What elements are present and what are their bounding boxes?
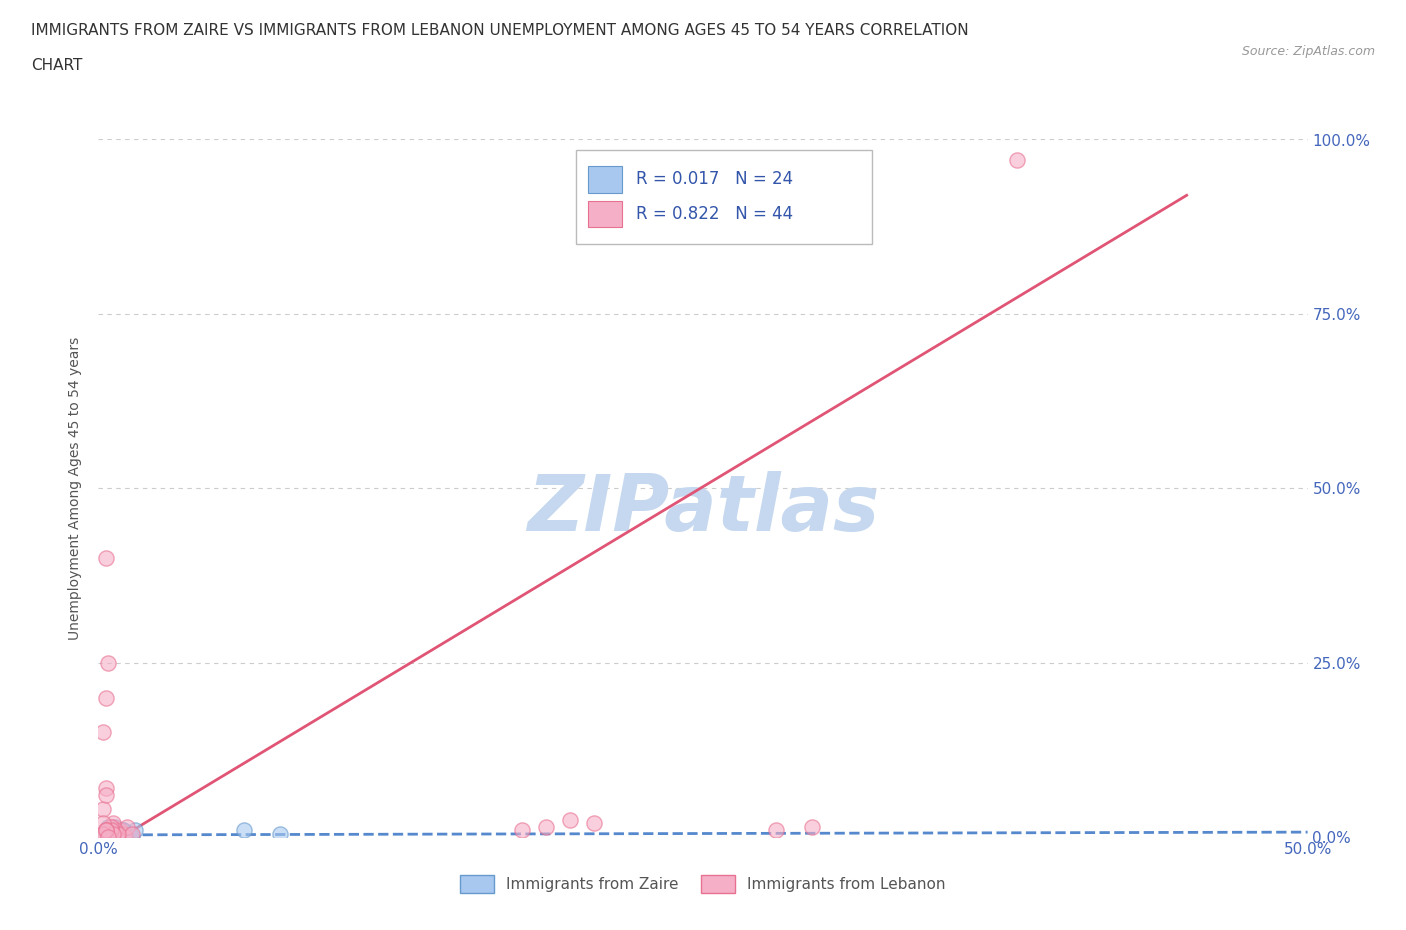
Point — [104, 830, 127, 844]
Point — [100, 823, 122, 838]
Point — [91, 830, 114, 844]
Point — [97, 656, 120, 671]
Point — [114, 830, 136, 844]
Point — [269, 826, 291, 841]
Point — [111, 823, 134, 838]
Point — [1007, 153, 1029, 168]
Point — [94, 788, 117, 803]
Point — [107, 830, 129, 844]
Point — [100, 819, 122, 834]
Point — [94, 823, 117, 838]
Point — [94, 826, 117, 841]
Legend: Immigrants from Zaire, Immigrants from Lebanon: Immigrants from Zaire, Immigrants from L… — [454, 870, 952, 899]
Text: R = 0.017   N = 24: R = 0.017 N = 24 — [637, 170, 793, 188]
Y-axis label: Unemployment Among Ages 45 to 54 years: Unemployment Among Ages 45 to 54 years — [69, 337, 83, 640]
Point — [100, 830, 122, 844]
Point — [101, 819, 124, 834]
Point — [510, 823, 533, 838]
Point — [100, 830, 122, 844]
Point — [118, 826, 141, 841]
Point — [94, 830, 117, 844]
Text: R = 0.822   N = 44: R = 0.822 N = 44 — [637, 206, 793, 223]
Point — [91, 816, 114, 830]
FancyBboxPatch shape — [588, 166, 621, 193]
Point — [124, 823, 146, 838]
Point — [94, 830, 117, 844]
Text: Source: ZipAtlas.com: Source: ZipAtlas.com — [1241, 45, 1375, 58]
Point — [101, 816, 124, 830]
Point — [91, 830, 114, 844]
Point — [114, 830, 136, 844]
Point — [91, 830, 114, 844]
Point — [94, 781, 117, 796]
Point — [97, 823, 120, 838]
Point — [117, 819, 139, 834]
Point — [107, 826, 129, 841]
Text: CHART: CHART — [31, 58, 83, 73]
Text: IMMIGRANTS FROM ZAIRE VS IMMIGRANTS FROM LEBANON UNEMPLOYMENT AMONG AGES 45 TO 5: IMMIGRANTS FROM ZAIRE VS IMMIGRANTS FROM… — [31, 23, 969, 38]
Point — [94, 690, 117, 705]
Point — [97, 830, 120, 844]
Point — [111, 823, 134, 838]
Point — [100, 826, 122, 841]
Point — [104, 819, 127, 834]
Point — [108, 830, 131, 844]
Point — [583, 816, 606, 830]
Point — [534, 819, 557, 834]
Point — [94, 551, 117, 565]
Point — [101, 826, 124, 841]
Point — [765, 823, 787, 838]
Point — [232, 823, 254, 838]
Point — [108, 823, 131, 838]
Point — [107, 826, 129, 841]
Point — [97, 819, 120, 834]
FancyBboxPatch shape — [576, 150, 872, 245]
Point — [94, 823, 117, 838]
Point — [91, 830, 114, 844]
Point — [800, 819, 823, 834]
Point — [94, 823, 117, 838]
Point — [100, 826, 122, 841]
Point — [94, 830, 117, 844]
Point — [97, 826, 120, 841]
Point — [94, 823, 117, 838]
Point — [101, 826, 124, 841]
FancyBboxPatch shape — [588, 201, 621, 228]
Point — [104, 826, 127, 841]
Point — [91, 826, 114, 841]
Point — [558, 812, 581, 827]
Text: ZIPatlas: ZIPatlas — [527, 472, 879, 547]
Point — [111, 826, 134, 841]
Point — [97, 830, 120, 844]
Point — [121, 826, 143, 841]
Point — [121, 830, 143, 844]
Point — [91, 802, 114, 817]
Point — [97, 830, 120, 844]
Point — [97, 823, 120, 838]
Point — [107, 826, 129, 841]
Point — [104, 823, 127, 838]
Point — [101, 823, 124, 838]
Point — [91, 725, 114, 740]
